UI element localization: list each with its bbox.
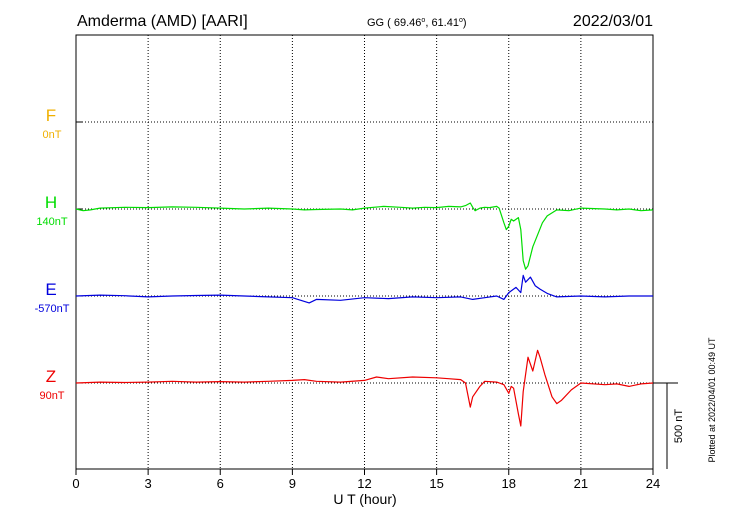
x-tick-label: 24 <box>646 476 660 491</box>
x-tick-label: 15 <box>429 476 443 491</box>
series-name-z: Z <box>46 367 56 386</box>
trace-e <box>75 274 653 304</box>
series-name-e: E <box>45 280 56 299</box>
trace-z <box>75 349 654 427</box>
scale-bar: 500 nT <box>653 382 685 469</box>
station-title: Amderma (AMD) [AARI] <box>77 13 248 30</box>
scale-bar-label: 500 nT <box>673 409 685 444</box>
series-traces <box>75 202 654 427</box>
coordinates-close: ) <box>463 17 467 29</box>
series-baseline-f: 0nT <box>43 129 62 141</box>
x-tick-label: 6 <box>217 476 224 491</box>
x-axis: 0 3 6 9 12 15 18 21 24 <box>72 469 660 491</box>
x-tick-label: 12 <box>357 476 371 491</box>
degree-mark-2: o <box>459 17 463 24</box>
degree-mark-1: o <box>421 17 425 24</box>
series-baseline-e: -570nT <box>35 303 70 315</box>
plotted-timestamp: Plotted at 2022/04/01 00:49 UT <box>707 337 717 463</box>
series-baseline-h: 140nT <box>36 216 67 228</box>
series-name-f: F <box>46 106 56 125</box>
x-tick-label: 3 <box>145 476 152 491</box>
x-axis-title: U T (hour) <box>333 491 396 507</box>
x-tick-label: 0 <box>72 476 79 491</box>
series-baseline-z: 90nT <box>39 390 64 402</box>
coordinates-lon: , 61.41 <box>425 17 459 29</box>
trace-h <box>75 202 654 270</box>
series-labels: F 0nT H 140nT E -570nT Z 90nT <box>35 106 70 402</box>
date-label: 2022/03/01 <box>573 13 653 30</box>
coordinates-lat: GG ( 69.46 <box>367 17 421 29</box>
x-tick-label: 21 <box>574 476 588 491</box>
plot-grid <box>76 35 653 469</box>
x-tick-label: 18 <box>502 476 516 491</box>
coordinates-label: GG ( 69.46o, 61.41o) <box>367 17 467 29</box>
x-tick-label: 9 <box>289 476 296 491</box>
series-name-h: H <box>45 193 57 212</box>
